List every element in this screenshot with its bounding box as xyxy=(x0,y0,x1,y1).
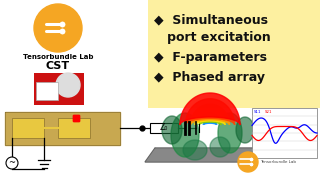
FancyBboxPatch shape xyxy=(148,0,320,108)
Polygon shape xyxy=(210,137,230,157)
Polygon shape xyxy=(183,140,207,160)
Polygon shape xyxy=(195,109,225,125)
FancyBboxPatch shape xyxy=(36,82,58,100)
Polygon shape xyxy=(5,112,120,145)
Text: S21: S21 xyxy=(265,110,273,114)
Polygon shape xyxy=(180,93,240,125)
Polygon shape xyxy=(236,117,254,143)
Polygon shape xyxy=(218,113,242,153)
Polygon shape xyxy=(204,118,217,125)
Text: Tensorbundle Lab: Tensorbundle Lab xyxy=(23,54,93,60)
Text: CST: CST xyxy=(46,61,70,71)
FancyBboxPatch shape xyxy=(34,73,84,105)
Polygon shape xyxy=(145,148,265,162)
FancyBboxPatch shape xyxy=(12,118,44,138)
Circle shape xyxy=(34,4,82,52)
FancyBboxPatch shape xyxy=(150,123,178,133)
Polygon shape xyxy=(190,104,229,125)
Text: S11: S11 xyxy=(254,110,261,114)
Polygon shape xyxy=(171,113,199,157)
Text: Z₀: Z₀ xyxy=(160,123,168,132)
Circle shape xyxy=(56,73,80,97)
Text: Tensorbundle Lab: Tensorbundle Lab xyxy=(260,160,296,164)
Text: ◆  F-parameters: ◆ F-parameters xyxy=(154,51,267,64)
Text: port excitation: port excitation xyxy=(154,31,271,44)
Text: ◆  Simultaneous: ◆ Simultaneous xyxy=(154,14,268,26)
Text: ◆  Phased array: ◆ Phased array xyxy=(154,71,265,84)
Circle shape xyxy=(6,157,18,169)
FancyBboxPatch shape xyxy=(58,118,90,138)
Polygon shape xyxy=(162,116,182,144)
Text: ~: ~ xyxy=(9,159,15,168)
Circle shape xyxy=(238,152,258,172)
Polygon shape xyxy=(199,113,221,125)
FancyBboxPatch shape xyxy=(252,108,317,158)
Polygon shape xyxy=(185,99,235,125)
